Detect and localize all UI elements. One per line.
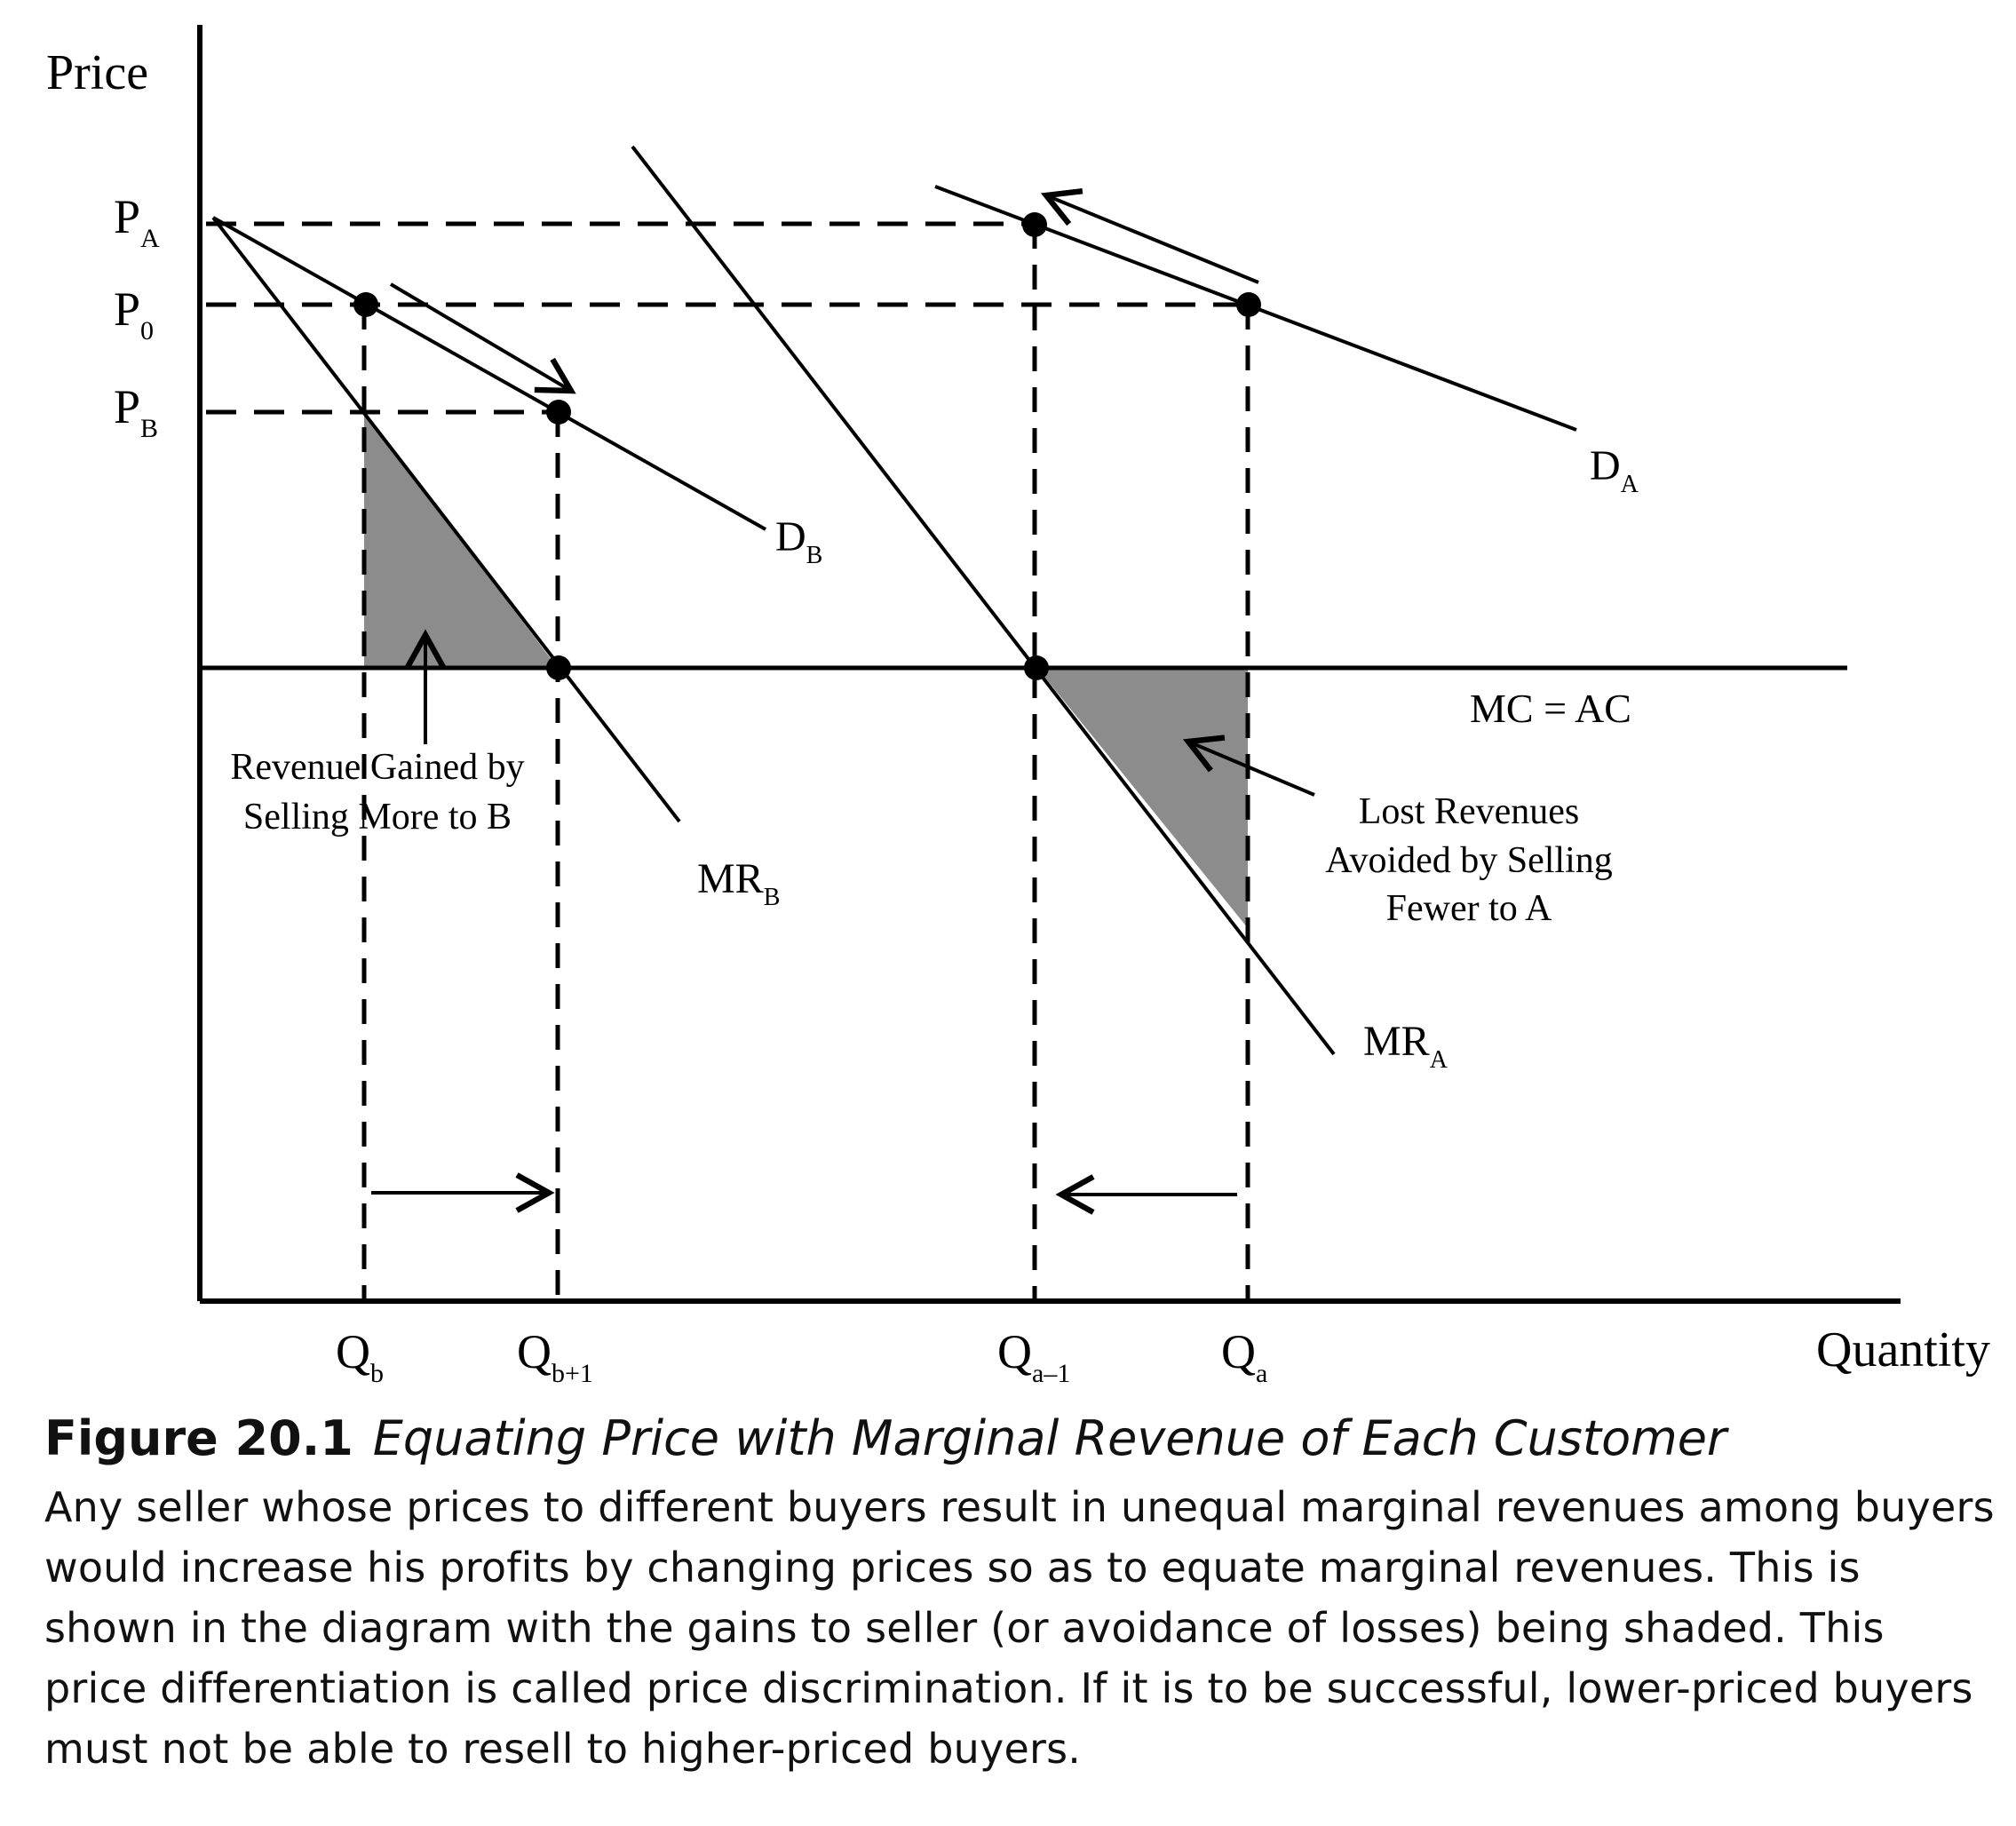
quantity-label-qa1: Qa–1 (997, 1325, 1070, 1388)
quantity-label-qa: Qa (1221, 1325, 1267, 1388)
price-label-pb: PB (114, 380, 158, 443)
point-qa1-mc (1024, 655, 1049, 680)
marginal-revenue-a-label: MRA (1363, 1018, 1449, 1074)
point-qb1-mc (546, 655, 571, 680)
figure-title: Equating Price with Marginal Revenue of … (372, 1410, 1727, 1466)
price-label-pa: PA (114, 190, 160, 253)
quantity-label-qb: Qb (336, 1325, 384, 1388)
x-axis-label: Quantity (1816, 1322, 1990, 1377)
lost-revenue-avoided-shade (1037, 668, 1248, 928)
y-axis-label: Price (46, 45, 148, 100)
lost-revenue-label-line1: Lost Revenues (1359, 791, 1579, 832)
demand-b-movement-arrow (389, 282, 576, 394)
marginal-revenue-b-curve (211, 216, 681, 823)
lost-revenue-label-line2: Avoided by Selling (1325, 840, 1613, 881)
point-qb1-pb (546, 400, 571, 425)
demand-a-movement-arrow (1040, 187, 1259, 284)
figure-caption: Figure 20.1 Equating Price with Marginal … (44, 1408, 1998, 1779)
caption-body: Any seller whose prices to different buy… (44, 1483, 1995, 1773)
price-discrimination-diagram: Price Quantity PA P0 PB Qb Qb+1 Qa–1 Qa … (46, 25, 1990, 1388)
price-label-p0: P0 (114, 282, 154, 345)
revenue-gained-label-line2: Selling More to B (243, 797, 512, 838)
demand-b-label: DB (775, 513, 822, 569)
marginal-revenue-a-curve (631, 145, 1336, 1056)
figure-number: Figure 20.1 (44, 1410, 353, 1466)
point-qa1-pa (1022, 212, 1047, 237)
marginal-revenue-b-label: MRB (697, 855, 780, 911)
caption-title: Figure 20.1 Equating Price with Marginal … (44, 1408, 1998, 1470)
demand-a-label: DA (1590, 442, 1639, 498)
revenue-gained-label-line1: Revenue Gained by (230, 747, 524, 788)
quantity-label-qb1: Qb+1 (517, 1325, 593, 1388)
point-qb-p0 (353, 292, 378, 317)
mc-ac-label: MC = AC (1470, 686, 1631, 731)
lost-revenue-label-line3: Fewer to A (1386, 888, 1552, 929)
lost-revenue-pointer-arrow (1182, 734, 1315, 797)
demand-b-curve (212, 216, 766, 531)
point-qa-p0 (1236, 292, 1261, 317)
